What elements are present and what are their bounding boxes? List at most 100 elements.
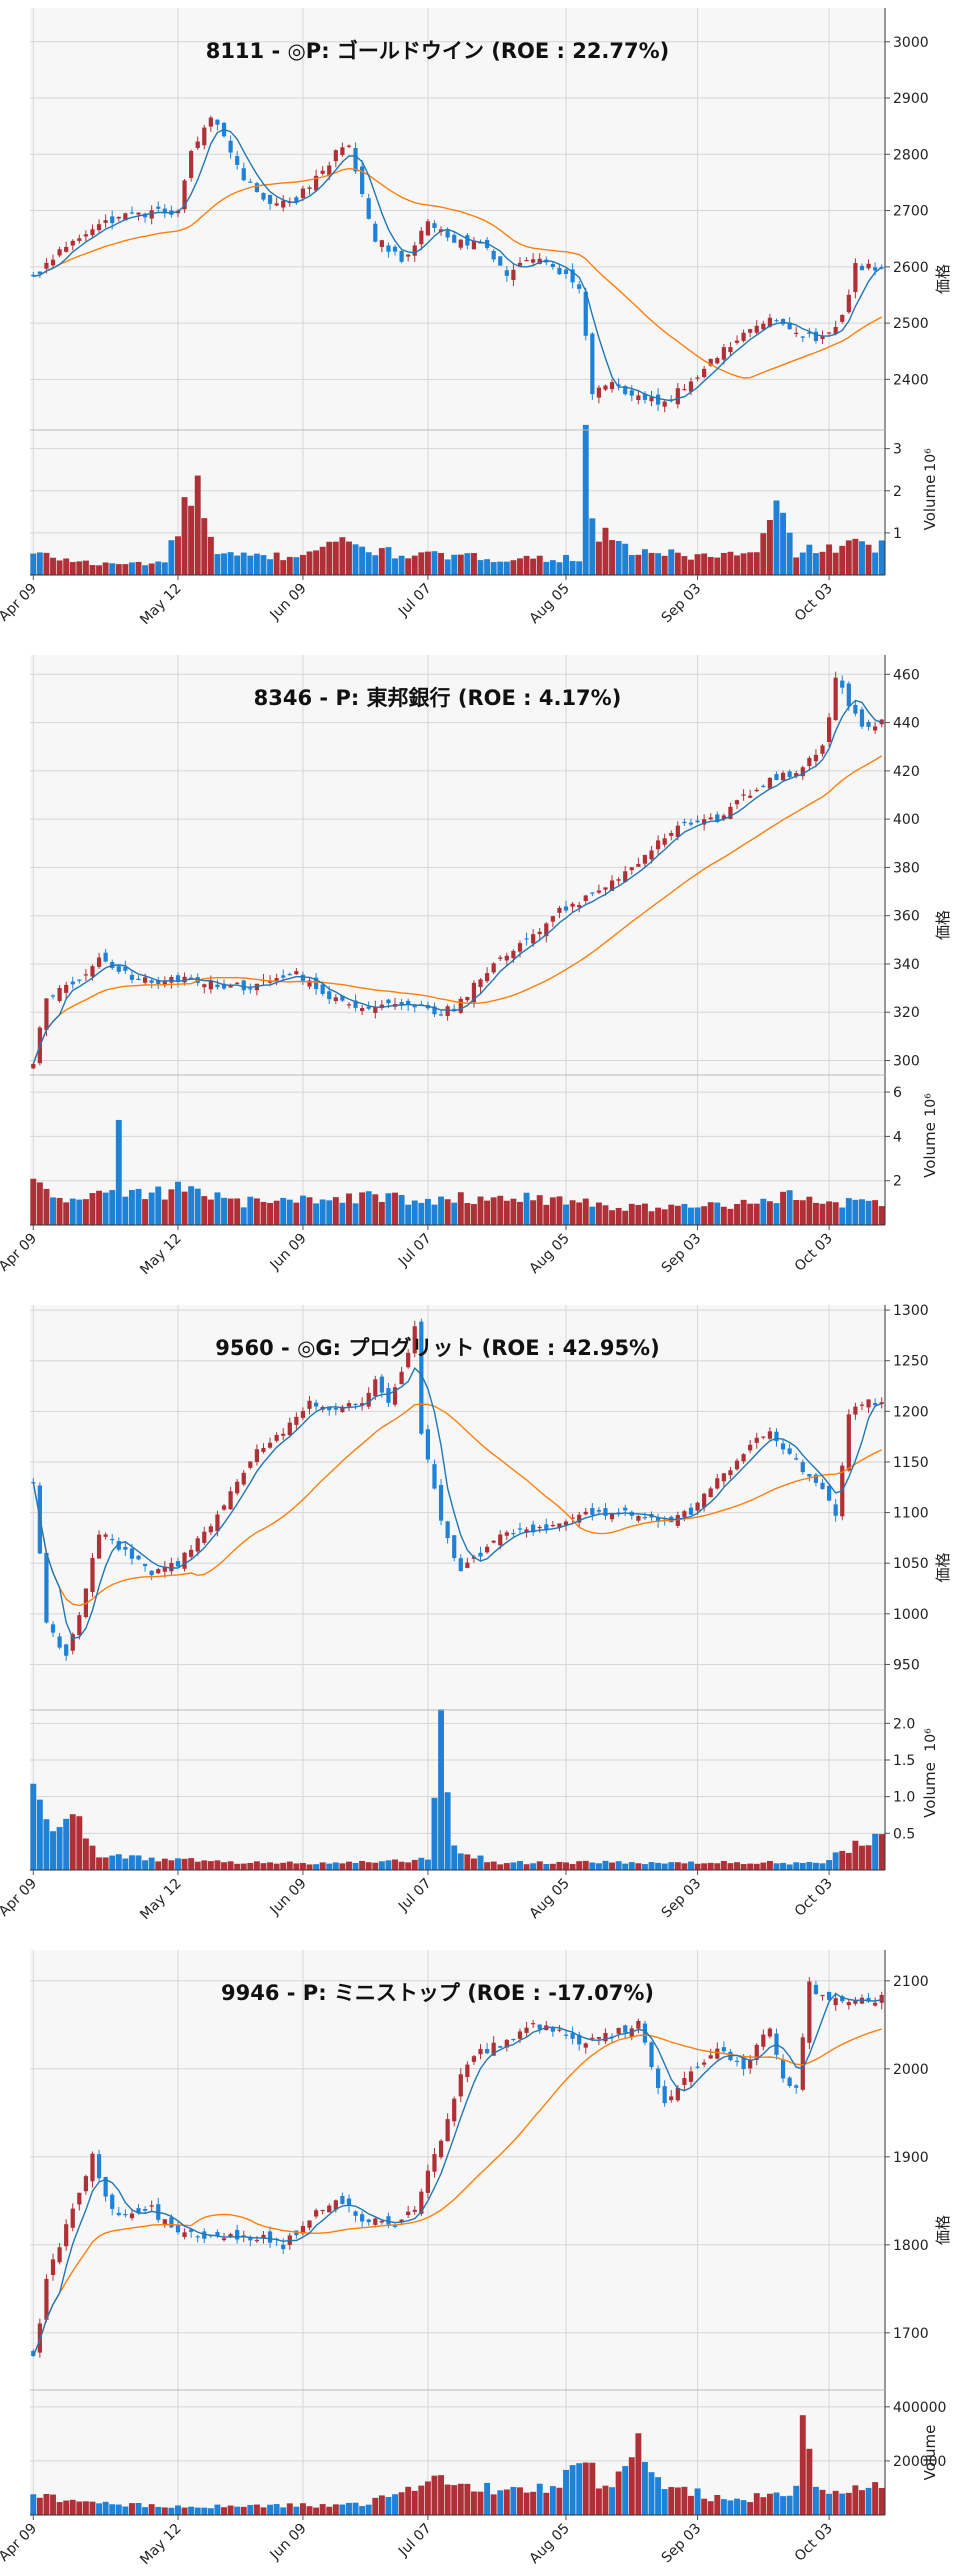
candle-body (813, 754, 819, 762)
volume-bar (878, 1206, 885, 1225)
candle-body (189, 2229, 194, 2232)
volume-bar (299, 1195, 306, 1225)
volume-bar (339, 2504, 346, 2515)
candle-body (820, 745, 825, 754)
candle-body (110, 216, 115, 224)
volume-bar (688, 559, 694, 575)
volume-bar (536, 2483, 543, 2515)
volume-bar (497, 2490, 504, 2515)
candle-body (307, 187, 312, 189)
candle-body (327, 1406, 332, 1411)
candle-body (346, 1004, 352, 1006)
candle-body (655, 1517, 661, 1522)
volume-bar (438, 552, 445, 575)
candle-body (267, 1442, 273, 1448)
candle-body (636, 395, 641, 401)
candle-body (327, 991, 332, 1000)
volume-bar (569, 2465, 576, 2515)
candle-body (590, 2037, 595, 2039)
volume-bar (760, 1862, 767, 1870)
volume-bar (622, 1210, 629, 1225)
x-tick-label: Apr 09 (0, 2521, 40, 2565)
price-tick-label: 300 (893, 1054, 920, 1070)
candle-body (438, 2140, 444, 2158)
volume-bar (602, 1205, 609, 1225)
volume-bar (543, 1864, 550, 1870)
price-tick-label: 1200 (893, 1404, 929, 1420)
volume-bar (819, 1203, 826, 1225)
candle-body (294, 971, 299, 975)
candle-body (846, 1414, 851, 1471)
candle-body (570, 903, 575, 907)
candle-body (419, 1321, 424, 1434)
candle-body (346, 145, 352, 147)
volume-bar (240, 552, 247, 575)
candle-body (129, 974, 135, 980)
candle-body (189, 1549, 194, 1557)
volume-bar (720, 2499, 727, 2515)
chart-title: 8346 - P: 東邦銀行 (ROE : 4.17%) (254, 686, 622, 710)
candle-body (800, 767, 805, 777)
candle-body (702, 368, 707, 378)
candle-body (90, 2153, 95, 2182)
candle-body (189, 977, 194, 979)
candle-body (504, 2039, 509, 2048)
volume-bar (280, 1862, 287, 1870)
volume-bar (175, 2505, 181, 2515)
volume-bar (76, 1816, 83, 1870)
moving-average-long-line (33, 167, 883, 379)
volume-bar (576, 1202, 583, 1225)
volume-bar (806, 1196, 813, 1225)
volume-bar (378, 1861, 385, 1870)
volume-bar (424, 1859, 431, 1870)
volume-bar (661, 1863, 668, 1870)
candle-body (77, 979, 82, 981)
volume-bar (701, 2498, 708, 2515)
x-tick-label: Sep 03 (659, 2521, 705, 2567)
candle-body (116, 966, 121, 972)
volume-bar (569, 1864, 576, 1870)
volume-bar (313, 2507, 320, 2515)
volume-bars (30, 1119, 885, 1225)
candle-body (557, 267, 562, 275)
volume-bar (89, 1193, 96, 1225)
volume-bar (352, 1203, 359, 1225)
volume-bar (602, 2485, 609, 2515)
candle-body (379, 1376, 384, 1393)
candle-body (754, 2044, 759, 2060)
candle-body (748, 2059, 753, 2069)
volume-bar (464, 1203, 471, 1225)
candle-body (873, 267, 878, 271)
candle-body (649, 397, 654, 402)
volume-bar (43, 552, 50, 575)
volume-bar (240, 1863, 247, 1870)
volume-bar (510, 2486, 517, 2515)
candle-body (327, 165, 332, 176)
volume-bar (832, 2490, 839, 2515)
volume-bar (214, 2504, 221, 2515)
volume-bar (812, 1202, 819, 1225)
volume-bar (207, 536, 214, 575)
candle-body (103, 220, 108, 223)
volume-bar (36, 1182, 43, 1225)
volume-bar (694, 554, 701, 575)
candle-body (366, 1392, 371, 1407)
candle-body (715, 2048, 720, 2059)
volume-bar (352, 1862, 359, 1870)
candle-body (695, 2066, 700, 2068)
candle-body (741, 794, 746, 796)
candle-body (274, 203, 279, 206)
volume-bar (674, 1205, 681, 1225)
candle-body (57, 2247, 62, 2263)
candle-body (721, 2047, 726, 2052)
candle-body (379, 240, 384, 247)
volume-bar (36, 1799, 43, 1870)
volume-bar (253, 1861, 260, 1870)
candle-body (688, 1507, 694, 1515)
volume-bar (188, 1858, 195, 1870)
candle-body (142, 977, 148, 983)
candle-body (228, 985, 233, 988)
volume-bar (865, 1200, 872, 1225)
volume-bar (701, 1206, 708, 1225)
x-tick-label: Jul 07 (395, 2521, 435, 2561)
